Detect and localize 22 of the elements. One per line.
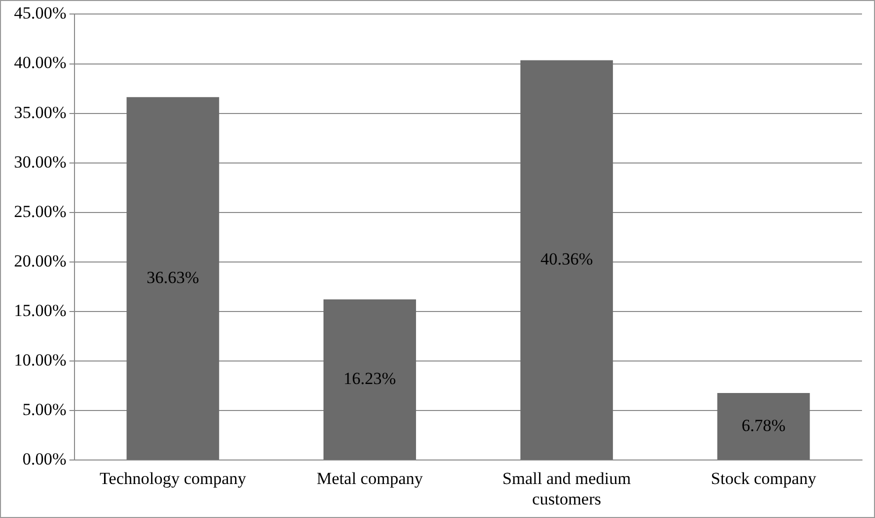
y-tick-label: 40.00% bbox=[14, 53, 66, 72]
x-tick-label: Small and medium customers bbox=[502, 468, 631, 508]
y-tick-label: 0.00% bbox=[22, 450, 66, 469]
y-tick-label: 25.00% bbox=[14, 202, 66, 221]
y-tick-label: 20.00% bbox=[14, 251, 66, 270]
x-tick-label: Technology company bbox=[100, 468, 247, 488]
bar bbox=[520, 60, 613, 460]
y-tick-label: 30.00% bbox=[14, 152, 66, 172]
bar bbox=[323, 299, 416, 460]
bar bbox=[717, 393, 810, 460]
x-tick-label: Metal company bbox=[316, 468, 424, 488]
data-label: 40.36% bbox=[540, 249, 593, 268]
data-label: 6.78% bbox=[742, 416, 786, 435]
data-label: 16.23% bbox=[344, 368, 396, 388]
y-tick-label: 35.00% bbox=[14, 102, 66, 122]
y-tick-label: 10.00% bbox=[14, 350, 66, 370]
data-label: 36.63% bbox=[146, 268, 200, 287]
x-tick-label: Stock company bbox=[710, 468, 817, 488]
y-tick-label: 5.00% bbox=[22, 400, 66, 420]
y-tick-label: 45.00% bbox=[14, 4, 66, 23]
bar bbox=[126, 97, 220, 460]
y-tick-label: 15.00% bbox=[14, 301, 66, 320]
